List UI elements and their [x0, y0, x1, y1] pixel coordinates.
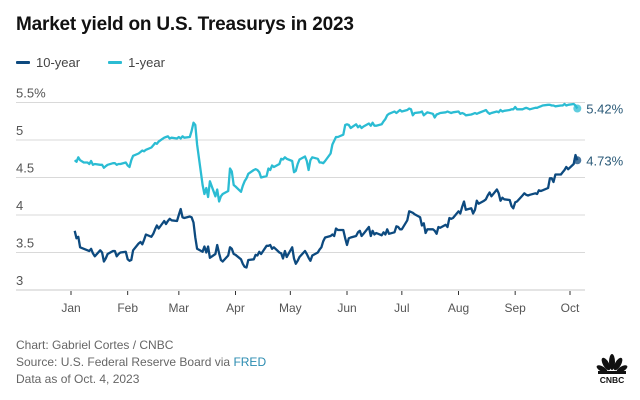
- x-tick-label: May: [279, 301, 302, 315]
- cnbc-peacock-logo-icon: CNBC: [596, 354, 628, 385]
- legend-item-1-year: 1-year: [108, 55, 165, 70]
- x-tick-label: Jun: [337, 301, 356, 315]
- end-marker-10-year: [573, 156, 582, 165]
- end-label-1-year: 5.42%: [586, 102, 623, 117]
- legend-swatch-10-year: [16, 61, 30, 64]
- x-tick-label: Mar: [169, 301, 190, 315]
- chart-plot: 5.5% 5 4.5 4 3.5 3 Jan Feb Mar Apr May Jun Jul Aug Sep…: [16, 86, 624, 315]
- legend-item-10-year: 10-year: [16, 55, 80, 70]
- y-tick-label: 4: [16, 198, 23, 213]
- x-tick-label: Apr: [226, 301, 245, 315]
- chart-title: Market yield on U.S. Treasurys in 2023: [16, 14, 354, 35]
- source-line: Source: U.S. Federal Reserve Board via F…: [16, 354, 266, 371]
- fred-link[interactable]: FRED: [233, 355, 267, 369]
- end-marker-1-year: [573, 104, 582, 113]
- chart-credit: Chart: Gabriel Cortes / CNBC: [16, 338, 174, 352]
- footer: Chart: Gabriel Cortes / CNBC Source: U.S…: [16, 337, 266, 388]
- y-tick-label: 3.5: [16, 236, 34, 251]
- data-date: Data as of Oct. 4, 2023: [16, 372, 140, 386]
- legend-swatch-1-year: [108, 61, 123, 64]
- cnbc-logo-text: CNBC: [600, 375, 625, 385]
- y-tick-label: 4.5: [16, 161, 34, 176]
- legend-label-1-year: 1-year: [128, 55, 165, 70]
- x-tick-label: Aug: [448, 301, 469, 315]
- source-prefix: Source: U.S. Federal Reserve Board via: [16, 355, 234, 369]
- series-line-10-year: [73, 153, 579, 269]
- x-tick-label: Sep: [504, 301, 526, 315]
- x-tick-label: Jul: [394, 301, 409, 315]
- end-label-10-year: 4.73%: [586, 153, 623, 168]
- x-tick-label: Feb: [117, 301, 138, 315]
- y-tick-label: 5: [16, 123, 23, 138]
- series-line-1-year: [73, 102, 579, 203]
- y-tick-label: 3: [16, 273, 23, 288]
- legend: 10-year 1-year: [16, 55, 165, 70]
- x-tick-label: Jan: [61, 301, 80, 315]
- x-tick-label: Oct: [561, 301, 580, 315]
- y-tick-label: 5.5%: [16, 86, 46, 101]
- legend-label-10-year: 10-year: [36, 55, 81, 70]
